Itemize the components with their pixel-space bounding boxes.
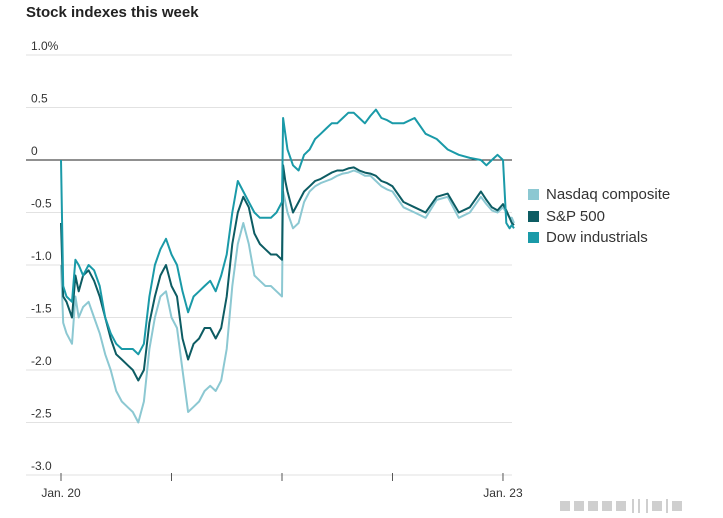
x-tick-label: Jan. 23 (483, 486, 523, 500)
chart-title: Stock indexes this week (26, 4, 199, 21)
legend: Nasdaq composite S&P 500 Dow industrials (528, 184, 670, 249)
series-layer (60, 108, 515, 424)
legend-item-nasdaq: Nasdaq composite (528, 184, 670, 206)
y-tick-label: -2.5 (31, 407, 52, 421)
x-tick-label: Jan. 20 (41, 486, 81, 500)
y-tick-label: -1.0 (31, 249, 52, 263)
axis-layer: 1.0% 0.5 0 -0.5 -1.0 -1.5 -2.0 -2.5 -3.0 Jan. 20 J… (31, 39, 523, 500)
legend-label: Dow industrials (546, 229, 648, 247)
legend-swatch (528, 189, 539, 201)
series-line-0 (60, 169, 515, 424)
series-line-1 (60, 164, 515, 382)
y-tick-label: 0 (31, 144, 38, 158)
y-tick-label: -3.0 (31, 459, 52, 473)
y-tick-label: 0.5 (31, 92, 48, 106)
y-tick-label: -1.5 (31, 302, 52, 316)
legend-label: Nasdaq composite (546, 186, 671, 204)
legend-swatch (528, 210, 539, 222)
series-line-2 (60, 108, 515, 356)
legend-item-dow: Dow industrials (528, 227, 670, 249)
y-tick-label: -0.5 (31, 197, 52, 211)
legend-label: S&P 500 (546, 207, 605, 225)
watermark-graphic (560, 499, 682, 513)
y-tick-label: -2.0 (31, 354, 52, 368)
y-tick-label: 1.0% (31, 39, 59, 53)
legend-item-sp500: S&P 500 (528, 206, 670, 228)
grid-layer (26, 54, 512, 476)
legend-swatch (528, 232, 539, 244)
